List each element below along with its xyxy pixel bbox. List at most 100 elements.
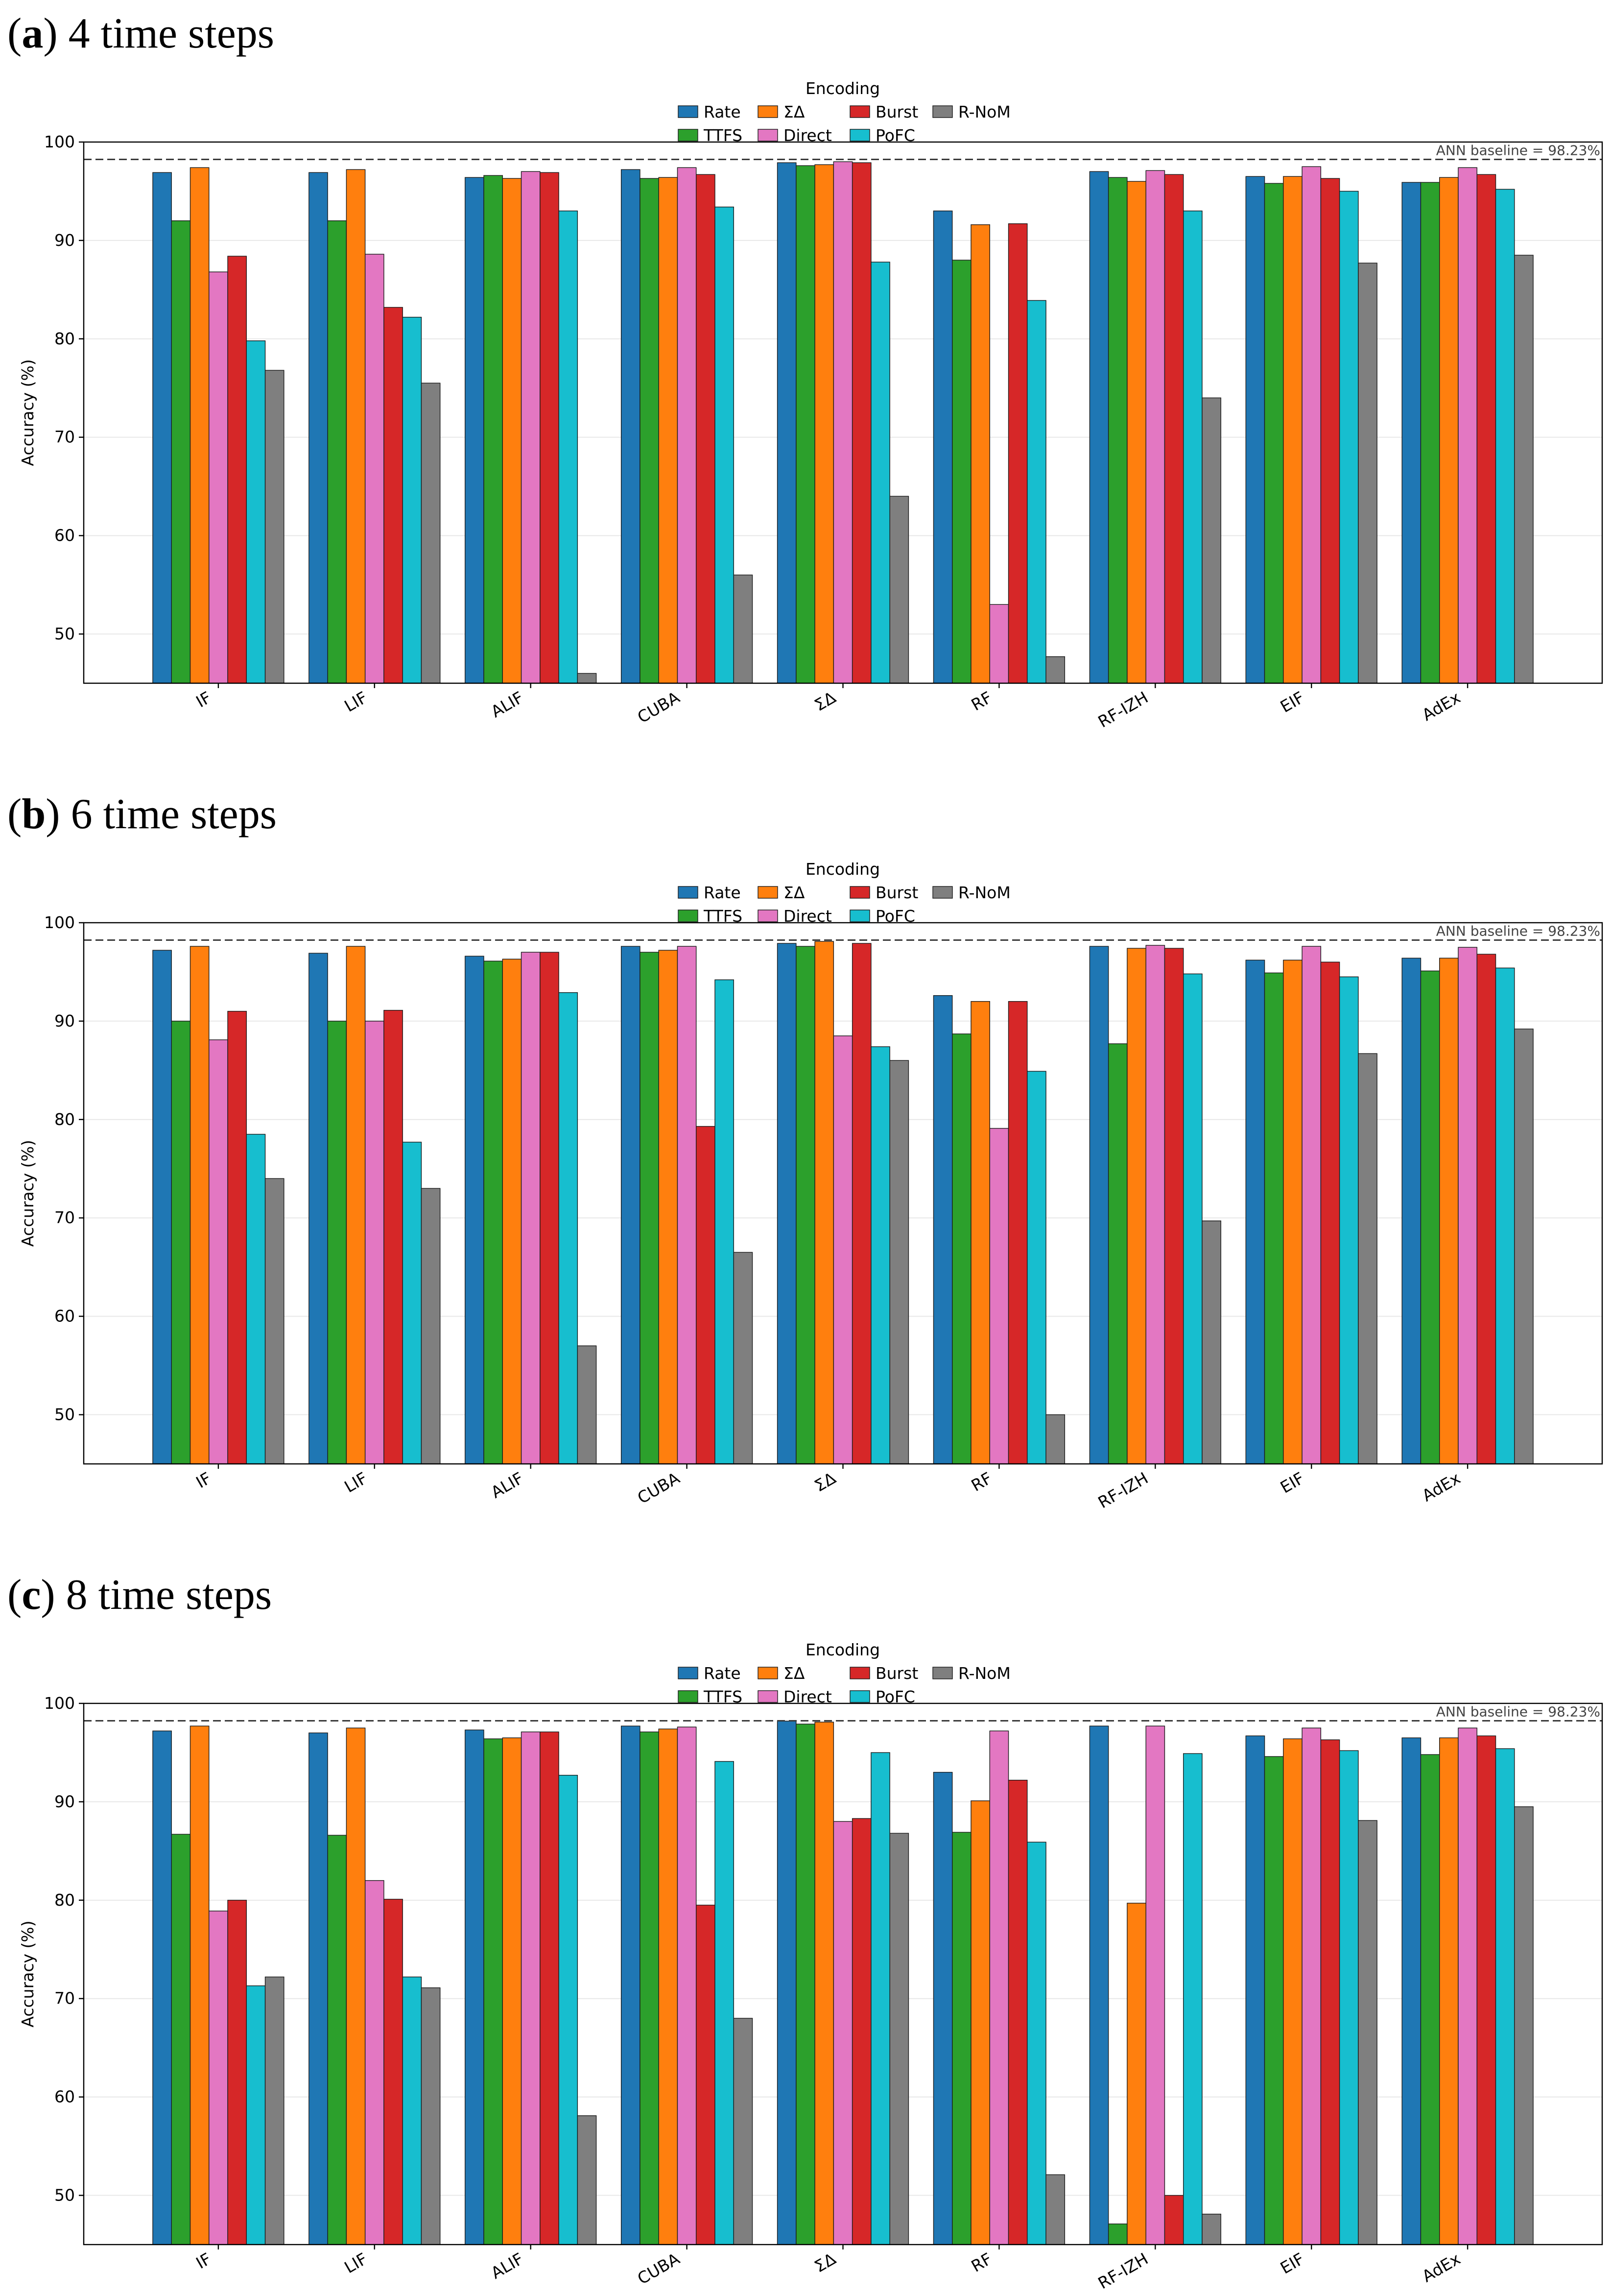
bar-rate-sigmadelta	[777, 1721, 797, 2245]
bar-pofc-sigmadelta	[871, 262, 890, 684]
legend-swatch-direct	[758, 129, 778, 142]
bar-burst-lif	[383, 1899, 403, 2245]
y-tick-label: 100	[44, 913, 75, 932]
bar-r-nom-sigmadelta	[889, 1833, 909, 2245]
x-tick-label: ΣΔ	[811, 688, 839, 715]
bar-ttfs-rf-izh	[1108, 2224, 1128, 2245]
heading-letter: a	[22, 10, 44, 57]
bar-rate-cuba	[620, 1725, 640, 2245]
bar-ttfs-adex	[1420, 970, 1440, 1464]
bar-direct-alif	[521, 952, 541, 1464]
panel-a: ANN baseline = 98.23% 50 60 70 80 90 100 Accura…	[0, 0, 1612, 735]
legend-label-direct: Direct	[783, 907, 832, 926]
bar-direct-alif	[521, 1731, 541, 2245]
ann-baseline-label: ANN baseline = 98.23%	[1436, 923, 1600, 939]
legend-swatch-direct	[758, 909, 778, 922]
y-tick-label: 50	[54, 624, 75, 644]
bar-burst-if	[227, 256, 247, 684]
x-tick-label: ALIF	[488, 688, 527, 721]
accuracy-bar-chart: ANN baseline = 98.23% 50 60 70 80 90 100 Accura…	[18, 79, 1603, 731]
heading-letter: c	[22, 1571, 41, 1619]
bar-pofc-eif	[1339, 191, 1359, 684]
y-tick-label: 60	[54, 1307, 75, 1326]
bar-r-nom-adex	[1514, 255, 1534, 684]
bar-sigmadelta-sigmadelta	[814, 1722, 834, 2245]
bar-pofc-cuba	[714, 979, 734, 1464]
bar-burst-if	[227, 1011, 247, 1464]
x-tick-label: RF-IZH	[1095, 688, 1152, 731]
legend-label-ttfs: TTFS	[703, 126, 742, 145]
accuracy-bar-chart: ANN baseline = 98.23% 50 60 70 80 90 100 Accura…	[18, 860, 1603, 1512]
bar-burst-eif	[1320, 178, 1340, 684]
bar-sigmadelta-eif	[1283, 176, 1303, 684]
bar-direct-eif	[1302, 1727, 1322, 2245]
legend-title: Encoding	[806, 79, 880, 98]
bar-r-nom-rf	[1045, 656, 1066, 684]
bar-rate-rf-izh	[1089, 1725, 1109, 2245]
bar-rate-if	[152, 1730, 172, 2245]
legend-swatch-pofc	[850, 1690, 870, 1703]
bar-sigmadelta-eif	[1283, 1738, 1303, 2245]
bar-r-nom-rf-izh	[1202, 397, 1221, 684]
legend-swatch-r-nom	[932, 105, 953, 118]
x-tick-label: RF	[968, 2249, 996, 2276]
panel-b: ANN baseline = 98.23% 50 60 70 80 90 100 Accura…	[0, 781, 1612, 1515]
bar-direct-lif	[364, 254, 384, 684]
bar-sigmadelta-cuba	[658, 1728, 678, 2245]
bar-burst-cuba	[696, 1905, 715, 2245]
bar-rate-rf	[933, 1771, 953, 2245]
bar-rate-alif	[465, 177, 484, 684]
bar-ttfs-alif	[483, 1738, 503, 2245]
x-tick-label: CUBA	[634, 1468, 683, 1507]
bar-direct-lif	[364, 1880, 384, 2245]
x-tick-label: EIF	[1277, 2249, 1307, 2278]
bar-sigmadelta-rf-izh	[1127, 1903, 1146, 2245]
legend-swatch-burst	[850, 1667, 870, 1679]
bar-r-nom-if	[264, 370, 284, 684]
y-axis-label: Accuracy (%)	[18, 1920, 37, 2027]
bar-sigmadelta-alif	[502, 958, 522, 1464]
bar-r-nom-if	[264, 1178, 284, 1464]
legend-swatch-r-nom	[932, 1667, 953, 1679]
bar-burst-lif	[383, 1010, 403, 1464]
y-tick-label: 60	[54, 2087, 75, 2106]
x-tick-label: ALIF	[488, 1468, 527, 1502]
panel-c: ANN baseline = 98.23% 50 60 70 80 90 100 Accura…	[0, 1561, 1612, 2296]
bar-pofc-rf	[1027, 1842, 1046, 2245]
x-tick-label: IF	[193, 688, 214, 711]
bar-pofc-lif	[402, 1976, 422, 2245]
legend-label-r-nom: R-NoM	[958, 1664, 1011, 1683]
bar-ttfs-cuba	[640, 1731, 659, 2245]
bar-pofc-adex	[1495, 967, 1515, 1464]
bar-direct-eif	[1302, 166, 1322, 684]
legend-label-burst: Burst	[876, 1664, 918, 1683]
bar-rate-rf	[933, 995, 953, 1464]
bar-ttfs-rf	[952, 1832, 972, 2245]
bar-sigmadelta-alif	[502, 1737, 522, 2245]
bar-sigmadelta-rf	[971, 1800, 990, 2245]
legend-label-r-nom: R-NoM	[958, 102, 1011, 121]
legend-swatch-sigmadelta	[758, 105, 778, 118]
bar-ttfs-rf-izh	[1108, 1043, 1128, 1464]
bar-rate-adex	[1401, 1737, 1422, 2245]
bar-rate-rf-izh	[1089, 946, 1109, 1464]
bar-burst-if	[227, 1900, 247, 2245]
legend-title: Encoding	[806, 860, 880, 879]
bar-sigmadelta-rf	[971, 1001, 990, 1464]
bar-direct-rf-izh	[1145, 170, 1165, 684]
bar-r-nom-cuba	[733, 2018, 753, 2245]
bar-rate-adex	[1401, 957, 1422, 1464]
bar-direct-adex	[1458, 1727, 1477, 2245]
bar-ttfs-lif	[327, 220, 347, 684]
bar-burst-alif	[540, 172, 559, 684]
bar-ttfs-adex	[1420, 1754, 1440, 2245]
bar-ttfs-lif	[327, 1835, 347, 2245]
bar-r-nom-adex	[1514, 1028, 1534, 1464]
bar-rate-cuba	[620, 169, 640, 684]
ann-baseline-label: ANN baseline = 98.23%	[1436, 143, 1600, 159]
heading-letter: b	[22, 790, 46, 838]
bar-pofc-rf	[1027, 1071, 1046, 1464]
bar-direct-sigmadelta	[833, 1821, 853, 2245]
legend-label-pofc: PoFC	[876, 907, 915, 926]
bar-r-nom-sigmadelta	[889, 1060, 909, 1464]
